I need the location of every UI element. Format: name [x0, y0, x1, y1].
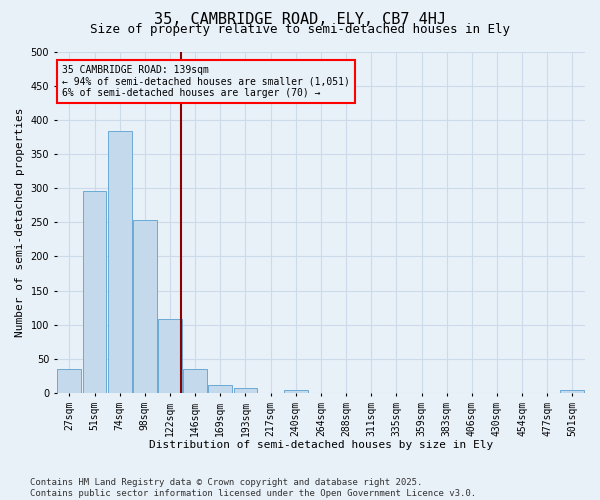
Text: Contains HM Land Registry data © Crown copyright and database right 2025.
Contai: Contains HM Land Registry data © Crown c…	[30, 478, 476, 498]
Bar	[233, 388, 257, 393]
Text: 35 CAMBRIDGE ROAD: 139sqm
← 94% of semi-detached houses are smaller (1,051)
6% o: 35 CAMBRIDGE ROAD: 139sqm ← 94% of semi-…	[62, 65, 350, 98]
Bar	[108, 132, 131, 393]
Text: 35, CAMBRIDGE ROAD, ELY, CB7 4HJ: 35, CAMBRIDGE ROAD, ELY, CB7 4HJ	[154, 12, 446, 26]
Bar	[560, 390, 584, 393]
Bar	[208, 386, 232, 393]
Y-axis label: Number of semi-detached properties: Number of semi-detached properties	[15, 108, 25, 337]
Bar	[133, 220, 157, 393]
Bar	[58, 369, 82, 393]
Bar	[284, 390, 308, 393]
Text: Size of property relative to semi-detached houses in Ely: Size of property relative to semi-detach…	[90, 22, 510, 36]
Bar	[83, 192, 106, 393]
Bar	[183, 369, 207, 393]
Bar	[158, 318, 182, 393]
X-axis label: Distribution of semi-detached houses by size in Ely: Distribution of semi-detached houses by …	[149, 440, 493, 450]
